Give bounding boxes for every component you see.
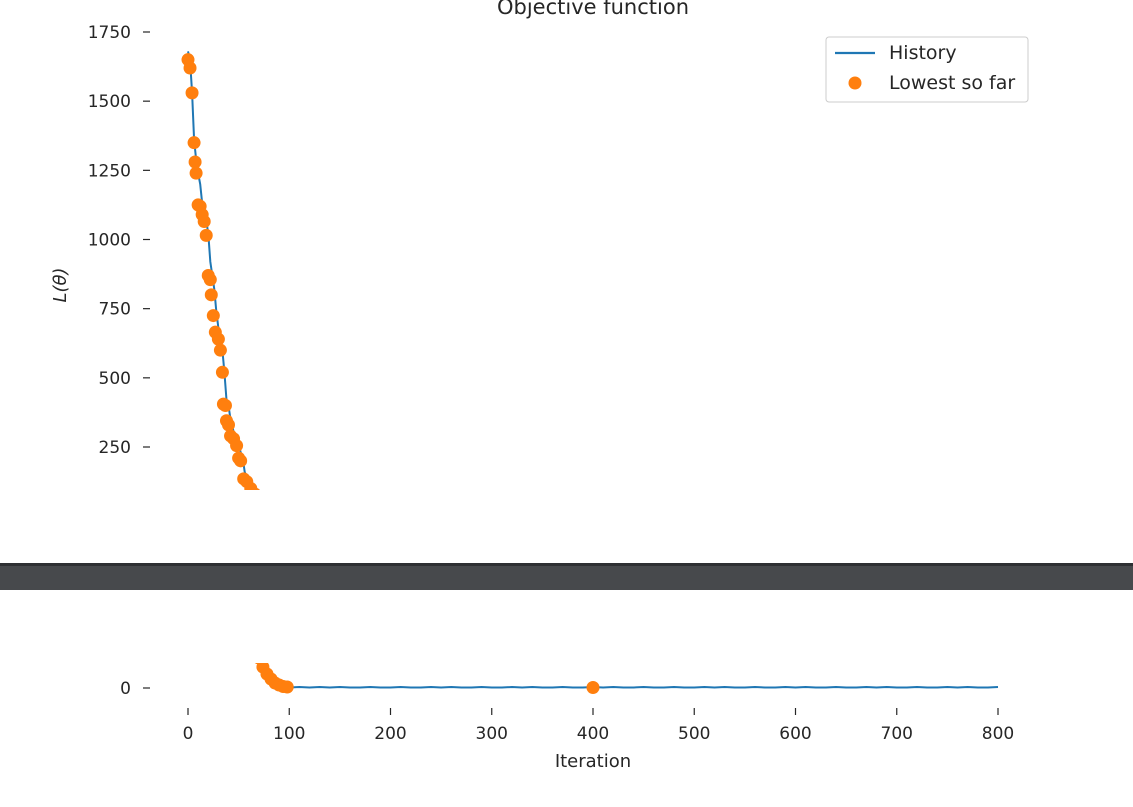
- lowest-so-far-point: [199, 228, 213, 242]
- x-tick-label: 100: [273, 724, 305, 744]
- x-axis-label: Iteration: [555, 751, 631, 772]
- legend-lowest-label: Lowest so far: [889, 72, 1015, 94]
- lowest-so-far-point: [265, 505, 278, 518]
- lowest-so-far-point: [217, 479, 230, 492]
- lowest-so-far-point: [260, 502, 273, 515]
- lowest-so-far-point: [587, 509, 600, 522]
- lowest-so-far-point: [185, 86, 199, 100]
- x-tick-label: 300: [476, 724, 508, 744]
- lowest-so-far-point: [248, 642, 261, 655]
- history-line-lower: [258, 663, 999, 689]
- lowest-so-far-point: [189, 42, 202, 55]
- x-tick-label: 700: [881, 724, 913, 744]
- y-tick-label: 1000: [88, 231, 131, 251]
- legend: History Lowest so far: [825, 36, 1029, 103]
- lowest-so-far-point: [234, 454, 248, 468]
- separator-shadow: [0, 563, 1133, 566]
- lowest-so-far-point: [244, 632, 257, 645]
- x-axis: 0 100 200 300 400 500 600 700 800: [183, 708, 1014, 744]
- lowest-so-far-point: [254, 663, 264, 665]
- y-tick-label: 500: [99, 369, 131, 389]
- lowest-so-far-point: [230, 439, 244, 453]
- x-tick-label: 800: [982, 724, 1014, 744]
- lowest-so-far-point: [213, 343, 227, 357]
- lowest-so-far-point: [249, 487, 260, 490]
- lowest-so-far-point: [269, 507, 282, 520]
- lowest-so-far-point: [281, 509, 294, 522]
- lowest-so-far-point: [219, 482, 232, 495]
- y-tick-label: 1250: [88, 161, 131, 181]
- x-tick-label: 500: [678, 724, 710, 744]
- lowest-so-far-point: [206, 309, 220, 323]
- lowest-so-far-point: [222, 517, 235, 530]
- y-tick-label: 250: [99, 438, 131, 458]
- lowest-so-far-point: [256, 498, 269, 511]
- y-tick-label: 1500: [88, 92, 131, 112]
- legend-lowest-swatch: [848, 76, 862, 90]
- lowest-so-far-point: [183, 61, 197, 75]
- lowest-so-far-point: [189, 166, 203, 180]
- lowest-so-far-markers-lower: [188, 7, 600, 694]
- upper-plot-panel: 250 500 750 1000 1250 1500 1750 Objective func…: [50, 0, 1029, 522]
- x-tick-label: 200: [374, 724, 406, 744]
- lower-plot-panel: 0 0 100 200 300 400 500 600 700 800 Iteration: [120, 7, 1014, 772]
- lowest-so-far-point: [188, 7, 201, 20]
- x-tick-label: 400: [577, 724, 609, 744]
- lowest-so-far-point: [252, 493, 265, 506]
- lowest-so-far-markers-upper: [181, 53, 600, 522]
- y-axis-label: L(θ): [50, 267, 71, 302]
- lowest-so-far-point: [222, 418, 235, 432]
- lowest-so-far-point: [188, 155, 202, 169]
- lowest-so-far-point: [586, 681, 600, 694]
- lower-y-axis: 0: [120, 679, 150, 699]
- lowest-so-far-point: [211, 332, 225, 346]
- lowest-so-far-point: [273, 508, 286, 521]
- lowest-so-far-point: [202, 247, 215, 260]
- lowest-so-far-point: [237, 614, 250, 627]
- x-tick-label: 0: [183, 724, 194, 744]
- lowest-so-far-point: [277, 509, 290, 522]
- x-tick-label: 600: [779, 724, 811, 744]
- legend-history-label: History: [889, 42, 957, 64]
- lowest-so-far-point: [187, 136, 201, 150]
- lowest-so-far-point: [227, 542, 240, 555]
- lowest-so-far-point: [204, 288, 218, 302]
- legend-box: [825, 36, 1029, 103]
- lowest-so-far-point: [197, 215, 211, 229]
- upper-y-axis: 250 500 750 1000 1250 1500 1750: [88, 23, 150, 458]
- history-line-upper: [187, 51, 255, 490]
- lowest-so-far-point: [215, 365, 229, 379]
- y-tick-label: 1750: [88, 23, 131, 43]
- lowest-so-far-point: [194, 122, 207, 135]
- chart-title: Objective function: [497, 0, 689, 19]
- y-tick-label: 750: [99, 300, 131, 320]
- lowest-so-far-point: [224, 537, 237, 550]
- lowest-so-far-point: [203, 273, 217, 287]
- y-tick-label: 0: [120, 679, 131, 699]
- lowest-so-far-point: [280, 680, 294, 694]
- lowest-so-far-point: [240, 619, 253, 632]
- lowest-so-far-point: [218, 399, 232, 412]
- lowest-so-far-point: [220, 509, 233, 522]
- window-separator-bar: [0, 563, 1133, 590]
